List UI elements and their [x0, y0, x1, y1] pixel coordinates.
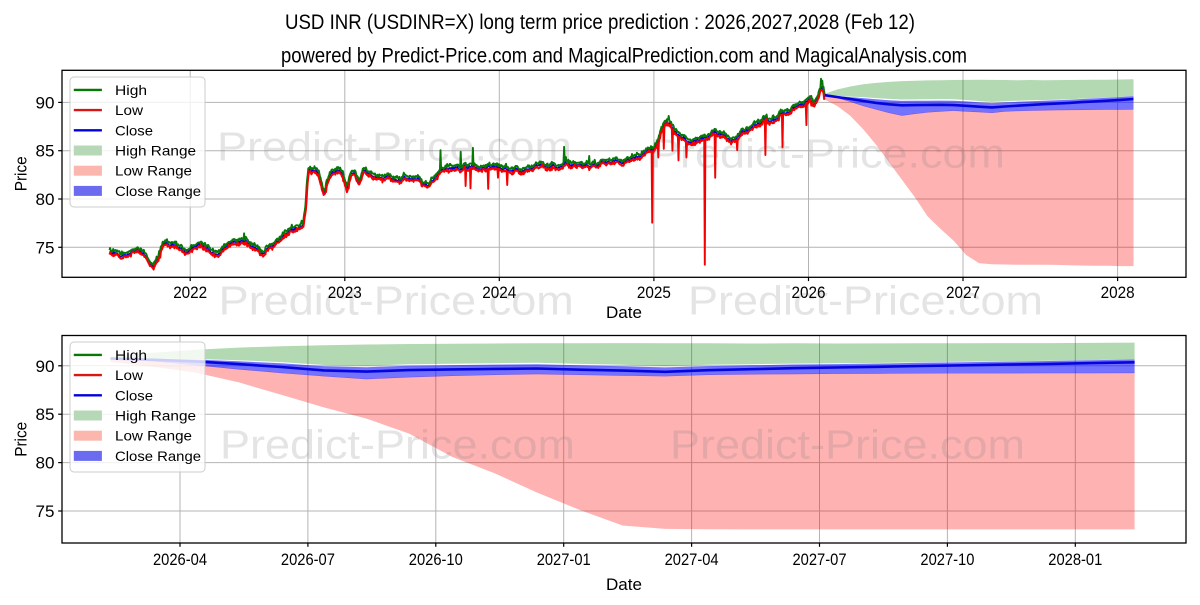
svg-text:2027-10: 2027-10	[920, 550, 974, 569]
svg-text:2024: 2024	[482, 283, 516, 302]
svg-text:Date: Date	[606, 303, 642, 322]
svg-text:High Range: High Range	[115, 143, 196, 159]
svg-text:85: 85	[36, 142, 55, 161]
svg-text:75: 75	[36, 238, 55, 257]
svg-text:Predict-Price.com: Predict-Price.com	[217, 124, 572, 170]
svg-text:2027-07: 2027-07	[793, 550, 847, 569]
svg-text:Predict-Price.com: Predict-Price.com	[219, 277, 574, 323]
svg-text:2026-10: 2026-10	[409, 550, 463, 569]
svg-text:Close Range: Close Range	[115, 183, 201, 199]
svg-text:Predict-Price.com: Predict-Price.com	[670, 422, 1025, 468]
svg-text:Date: Date	[606, 575, 642, 594]
svg-text:2023: 2023	[328, 283, 362, 302]
svg-text:High Range: High Range	[115, 408, 196, 424]
svg-text:80: 80	[36, 454, 55, 473]
svg-text:Close: Close	[115, 387, 153, 403]
svg-text:Predict-Price.com: Predict-Price.com	[688, 277, 1043, 323]
svg-text:90: 90	[36, 93, 55, 112]
svg-text:Low Range: Low Range	[115, 163, 192, 179]
svg-text:2026: 2026	[792, 283, 826, 302]
svg-text:Price: Price	[12, 156, 31, 191]
svg-text:2028: 2028	[1101, 283, 1135, 302]
svg-text:2027: 2027	[946, 283, 980, 302]
svg-text:2026-04: 2026-04	[153, 550, 207, 569]
svg-text:75: 75	[36, 502, 55, 521]
svg-text:80: 80	[36, 190, 55, 209]
svg-text:2026-07: 2026-07	[281, 550, 335, 569]
svg-text:High: High	[115, 347, 147, 363]
svg-text:Predict-Price.com: Predict-Price.com	[650, 131, 1005, 177]
svg-text:Low Range: Low Range	[115, 428, 192, 444]
svg-text:Low: Low	[115, 367, 144, 383]
svg-text:2027-01: 2027-01	[537, 550, 591, 569]
svg-text:2025: 2025	[637, 283, 671, 302]
svg-text:Close Range: Close Range	[115, 448, 201, 464]
svg-text:powered by Predict-Price.com a: powered by Predict-Price.com and Magical…	[281, 44, 967, 67]
svg-text:Price: Price	[12, 422, 31, 457]
svg-text:Low: Low	[115, 102, 144, 118]
svg-text:High: High	[115, 82, 147, 98]
svg-text:USD INR (USDINR=X) long term p: USD INR (USDINR=X) long term price predi…	[285, 11, 915, 34]
svg-text:Close: Close	[115, 122, 153, 138]
svg-text:Predict-Price.com: Predict-Price.com	[220, 422, 575, 468]
svg-text:2028-01: 2028-01	[1048, 550, 1102, 569]
svg-text:85: 85	[36, 405, 55, 424]
svg-text:2027-04: 2027-04	[665, 550, 719, 569]
svg-text:90: 90	[36, 357, 55, 376]
svg-text:2022: 2022	[173, 283, 207, 302]
